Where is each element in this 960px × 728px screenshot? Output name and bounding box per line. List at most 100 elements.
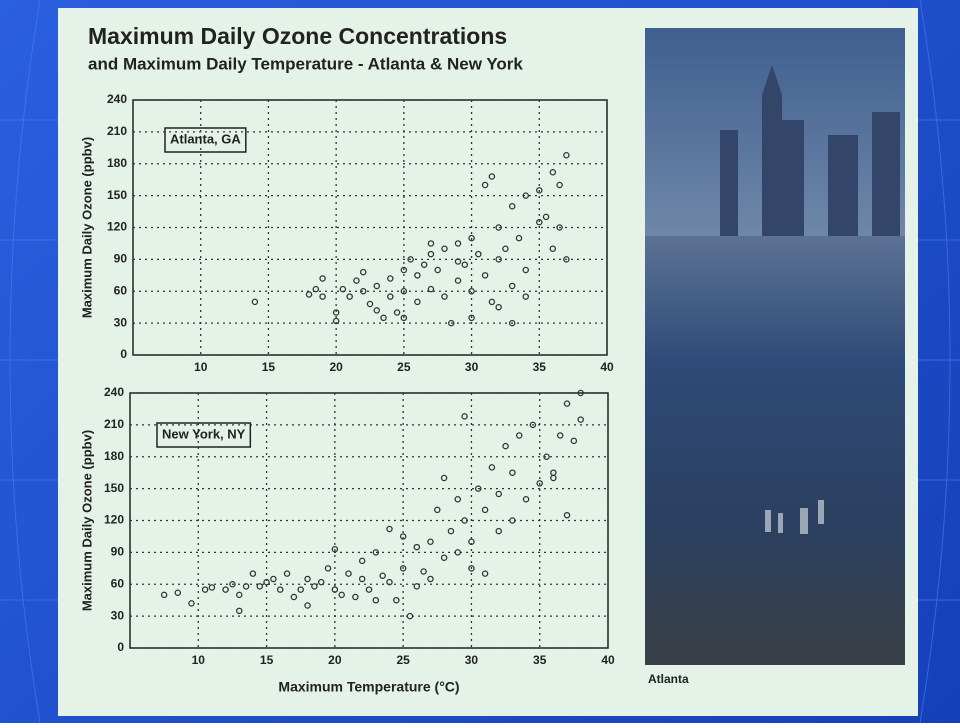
- y-tick-label: 150: [104, 481, 124, 495]
- scatter-point: [413, 543, 421, 551]
- x-tick-label: 25: [396, 653, 410, 667]
- scatter-point: [297, 586, 304, 593]
- plot-annotation: Atlanta, GA: [170, 131, 241, 146]
- scatter-point: [420, 261, 428, 268]
- scatter-point: [522, 266, 529, 274]
- scatter-point: [400, 287, 408, 295]
- scatter-point: [393, 596, 400, 604]
- x-axis-label: Maximum Temperature (°C): [278, 679, 459, 695]
- y-tick-label: 60: [114, 283, 128, 297]
- scatter-point: [481, 272, 489, 279]
- scatter-point: [522, 192, 529, 199]
- scatter-point: [359, 268, 367, 276]
- scatter-point: [346, 293, 353, 300]
- scatter-point: [495, 256, 502, 263]
- scatter-point: [475, 485, 482, 492]
- y-axis-label: Maximum Daily Ozone (ppbv): [79, 430, 94, 611]
- scatter-point: [495, 490, 502, 498]
- scatter-point: [358, 557, 366, 565]
- aerial-photo: [645, 236, 905, 665]
- scatter-point: [290, 593, 298, 601]
- scatter-point: [256, 583, 263, 590]
- scatter-point: [536, 187, 543, 194]
- scatter-point: [536, 480, 543, 487]
- scatter-point: [373, 307, 381, 314]
- scatter-point: [468, 538, 475, 546]
- scatter-point: [399, 565, 407, 572]
- x-tick-label: 30: [465, 360, 479, 374]
- y-tick-label: 180: [104, 449, 124, 463]
- scatter-point: [270, 575, 277, 583]
- scatter-point: [358, 575, 366, 583]
- scatter-point: [339, 285, 347, 293]
- scatter-point: [312, 285, 320, 293]
- scatter-point: [454, 240, 462, 247]
- scatter-point: [319, 275, 326, 282]
- scatter-point: [461, 261, 469, 268]
- y-tick-label: 150: [107, 188, 127, 202]
- scatter-point: [468, 314, 475, 322]
- y-tick-label: 210: [104, 417, 124, 431]
- scatter-point: [352, 593, 359, 601]
- scatter-point: [305, 291, 313, 298]
- scatter-point: [522, 495, 530, 503]
- scatter-point: [174, 589, 182, 597]
- scatter-point: [188, 600, 195, 607]
- annotation-box: [164, 127, 247, 153]
- scatter-point: [461, 517, 468, 524]
- y-tick-label: 0: [120, 347, 127, 361]
- scatter-point: [379, 572, 386, 580]
- x-tick-label: 30: [465, 653, 479, 667]
- scatter-point: [542, 213, 550, 221]
- y-tick-label: 120: [107, 220, 127, 234]
- y-tick-label: 30: [114, 315, 128, 329]
- scatter-point: [529, 421, 537, 429]
- scatter-point: [549, 245, 557, 252]
- scatter-point: [543, 453, 550, 460]
- y-tick-label: 90: [114, 252, 128, 266]
- scatter-point: [556, 432, 564, 439]
- scatter-point: [468, 565, 475, 572]
- scatter-point: [454, 549, 462, 556]
- scatter-point: [386, 578, 393, 586]
- photo-caption: Atlanta: [648, 672, 689, 686]
- x-tick-label: 15: [260, 653, 274, 667]
- x-tick-label: 25: [397, 360, 411, 374]
- scatter-point: [372, 549, 380, 556]
- y-tick-label: 60: [111, 576, 125, 590]
- scatter-point: [550, 474, 557, 482]
- scatter-point: [413, 583, 421, 590]
- annotation-box: [156, 422, 252, 448]
- scatter-point: [495, 224, 502, 231]
- scatter-point: [242, 583, 250, 590]
- skyline: [720, 65, 900, 236]
- x-tick-label: 20: [328, 653, 342, 667]
- scatter-point: [447, 527, 455, 535]
- scatter-point: [454, 277, 462, 284]
- scatter-point: [481, 570, 489, 577]
- scatter-point: [427, 538, 434, 546]
- scatter-point: [556, 181, 563, 189]
- y-tick-label: 240: [107, 92, 127, 106]
- scatter-point: [380, 314, 387, 322]
- scatter-point: [488, 173, 496, 180]
- scatter-point: [556, 224, 563, 231]
- x-tick-label: 10: [192, 653, 206, 667]
- y-tick-label: 120: [104, 513, 124, 527]
- scatter-point: [332, 317, 340, 325]
- scatter-point: [208, 584, 216, 591]
- y-tick-label: 240: [104, 385, 124, 399]
- scatter-point: [400, 266, 408, 274]
- scatter-point: [263, 578, 270, 586]
- x-tick-label: 35: [533, 360, 547, 374]
- scatter-point: [373, 282, 381, 290]
- scatter-point: [475, 250, 482, 258]
- y-tick-label: 90: [111, 545, 125, 559]
- scatter-point: [468, 234, 475, 242]
- scatter-point: [577, 389, 584, 397]
- scatter-point: [236, 591, 243, 599]
- scatter-point: [440, 554, 448, 561]
- scatter-point: [332, 309, 340, 316]
- y-tick-label: 180: [107, 156, 127, 170]
